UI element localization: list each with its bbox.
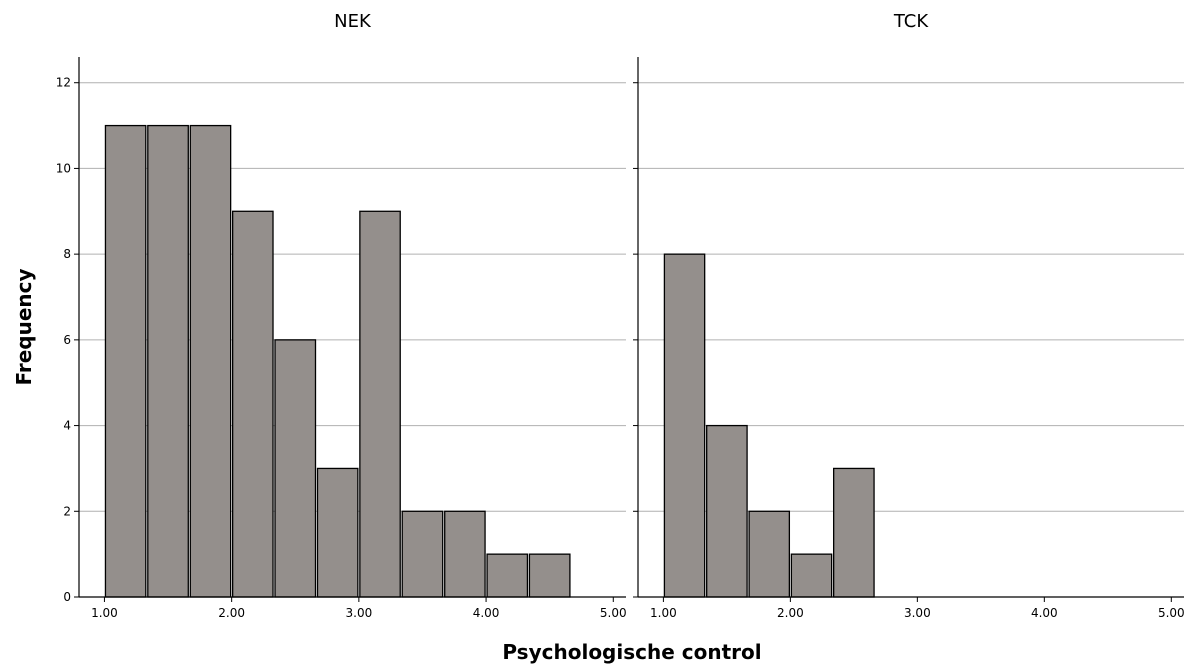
histogram-bar <box>748 510 791 598</box>
x-tick-label: 4.00 <box>473 606 500 620</box>
histogram-bar <box>833 467 875 598</box>
y-tick-label: 2 <box>63 504 71 518</box>
panel-title: NEK <box>334 11 372 32</box>
histogram-bar <box>486 553 529 598</box>
x-tick-label: 5.00 <box>600 606 627 620</box>
histogram-bar <box>274 339 317 598</box>
x-tick-label: 2.00 <box>218 606 245 620</box>
y-tick-label: 4 <box>63 419 71 433</box>
x-tick-label: 3.00 <box>904 606 931 620</box>
x-tick-label: 5.00 <box>1158 606 1185 620</box>
histogram-bar <box>663 253 706 598</box>
x-tick-label: 3.00 <box>346 606 373 620</box>
panels-layer: NEK 1.00 2.00 3.00 4.00 5.00 0 2 4 6 8 10 12 TCK 1.00 2… <box>56 11 1185 620</box>
histogram-bar <box>104 124 147 598</box>
histogram-bar <box>359 210 401 598</box>
panel-nek: NEK 1.00 2.00 3.00 4.00 5.00 0 2 4 6 8 10 12 <box>56 11 627 620</box>
x-tick-label: 4.00 <box>1031 606 1058 620</box>
histogram-bar <box>147 124 189 598</box>
histogram-bar <box>528 553 571 598</box>
histogram-bar <box>232 210 274 598</box>
histogram-bar <box>189 124 232 598</box>
x-tick-label: 2.00 <box>777 606 804 620</box>
histogram-bar <box>790 553 833 598</box>
y-tick-label: 8 <box>63 247 71 261</box>
histogram-bar <box>316 467 359 598</box>
y-tick-label: 6 <box>63 333 71 347</box>
histogram-bar <box>706 424 748 598</box>
y-tick-label: 10 <box>56 161 71 175</box>
x-axis-title: Psychologische control <box>502 640 761 664</box>
panel-tck: TCK 1.00 2.00 3.00 4.00 5.00 <box>633 11 1185 620</box>
y-tick-label: 0 <box>63 590 71 604</box>
y-tick-label: 12 <box>56 76 71 90</box>
y-axis-title: Frequency <box>12 268 36 385</box>
x-tick-label: 1.00 <box>91 606 118 620</box>
histogram-bar <box>444 510 486 598</box>
histogram-bar <box>401 510 444 598</box>
panel-title: TCK <box>893 11 930 32</box>
x-tick-label: 1.00 <box>650 606 677 620</box>
